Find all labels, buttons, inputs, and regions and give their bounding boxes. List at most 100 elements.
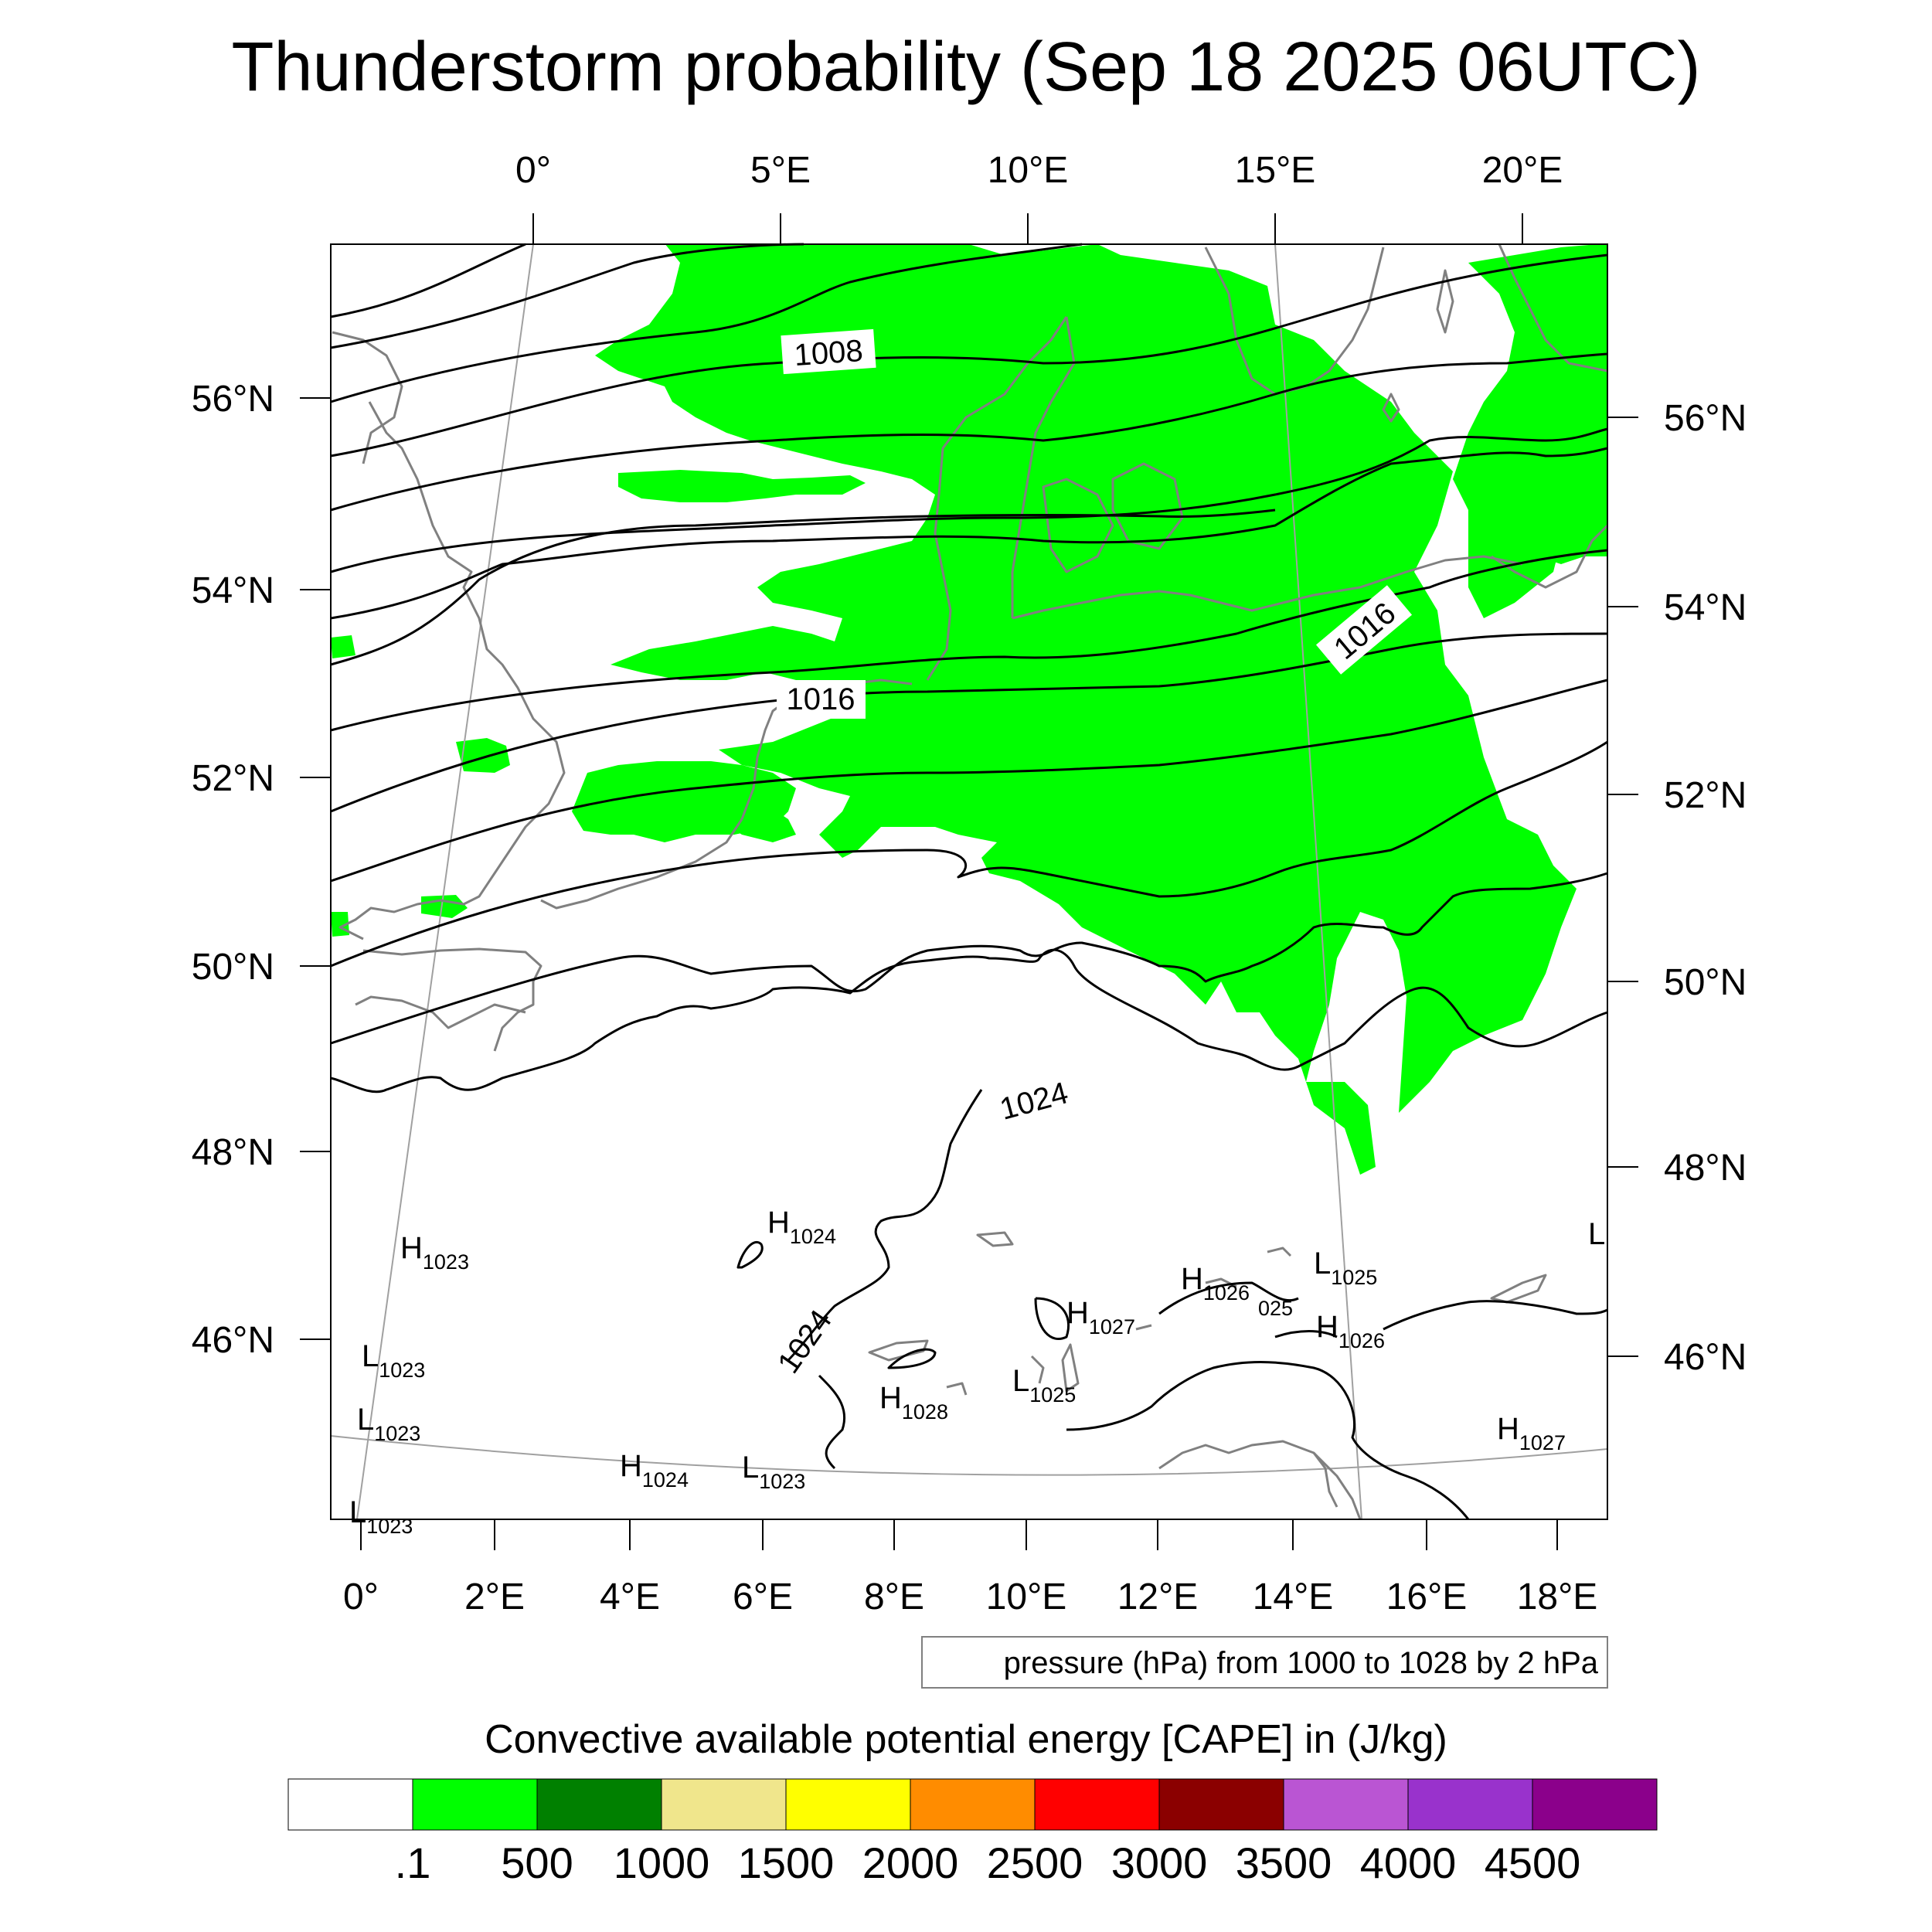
bottom-longitude-labels: 0° 2°E 4°E 6°E 8°E 10°E 12°E 14°E 16°E 1… (343, 1577, 1597, 1617)
tick-marks (300, 213, 1638, 1550)
coastline-france-north (540, 818, 743, 910)
figure-title: Thunderstorm probability (Sep 18 2025 06… (232, 29, 1701, 106)
coastline-normandy (355, 995, 526, 1029)
left-lat-label: 56°N (192, 379, 274, 420)
isobar-label-1016-west: 1016 (787, 682, 855, 716)
pressure-centers: H1023 L1023 L1023 L1023 H1024 H1024 L102… (349, 1206, 1605, 1538)
isobar-4 (330, 253, 1608, 457)
bottom-lon-label: 0° (343, 1577, 379, 1617)
lake-garda (1061, 1343, 1080, 1393)
alpine-lakes-5 (1267, 1247, 1292, 1257)
colorbar-label: .1 (395, 1838, 431, 1887)
isobar-label-1008: 1008 (793, 334, 864, 372)
cape-area-central-east (1468, 464, 1561, 618)
right-lat-label: 56°N (1664, 398, 1747, 439)
map-panel: 1008 1016 1016 1024 1024 H1023 L1023 L10… (330, 243, 1609, 1538)
isobars (330, 243, 1608, 1520)
pressure-center-high: H1027 (1066, 1296, 1135, 1338)
isobar-2 (330, 243, 804, 349)
isobar-south-alps (1066, 1361, 1470, 1520)
colorbar: Convective available potential energy [C… (287, 1717, 1658, 1887)
graticule-parallel-south (330, 1435, 1608, 1476)
left-lat-label: 46°N (192, 1320, 274, 1361)
graticule-meridian-15e (1274, 243, 1362, 1520)
coastline-baltic-east (1491, 524, 1609, 589)
isobar-label-bg-1 (781, 328, 876, 375)
cape-field (331, 243, 1607, 1175)
isobar-alps-3 (1034, 1297, 1070, 1340)
isobar-label-bg-2 (777, 680, 866, 719)
left-latitude-labels: 56°N 54°N 52°N 50°N 48°N 46°N (192, 379, 274, 1361)
alpine-lakes-3 (1135, 1324, 1152, 1331)
coastline-jutland-east (1011, 316, 1076, 618)
isobar-6 (330, 427, 1608, 573)
pressure-center-high: H1026 (1181, 1262, 1250, 1304)
pressure-center-low: L1025 (1314, 1247, 1377, 1289)
contour-info-text: pressure (hPa) from 1000 to 1028 by 2 hP… (1004, 1646, 1599, 1680)
bottom-lon-label: 16°E (1386, 1577, 1468, 1617)
lake-geneva (868, 1339, 929, 1362)
pressure-center-low: L (1588, 1217, 1605, 1251)
graticule-meridian-0 (356, 243, 534, 1520)
isobar-alps-2 (887, 1348, 937, 1369)
isobar-12 (330, 740, 1608, 968)
colorbar-swatch (1283, 1778, 1409, 1831)
bottom-lon-label: 2°E (464, 1577, 525, 1617)
cape-area-uk (456, 738, 510, 773)
bottom-lon-label: 6°E (733, 1577, 793, 1617)
colorbar-boxes (287, 1778, 1658, 1831)
isobar-alps-1 (736, 1241, 764, 1269)
colorbar-label: 1500 (738, 1838, 835, 1887)
isobar-alps-4 (1158, 1281, 1299, 1315)
pressure-center-high: H1024 (620, 1449, 689, 1492)
isobar-right-south (1383, 1300, 1608, 1331)
coastline-uk-east (338, 401, 566, 940)
pressure-center-high: H1028 (879, 1381, 948, 1423)
pressure-center-high: H1024 (767, 1206, 836, 1248)
coastlines (332, 243, 1609, 1520)
pressure-center-low: L1025 (1012, 1364, 1076, 1406)
coastline-scotland-north (332, 331, 403, 464)
colorbar-swatch (536, 1778, 662, 1831)
bottom-lon-label: 14°E (1253, 1577, 1334, 1617)
right-latitude-labels: 56°N 54°N 52°N 50°N 48°N 46°N (1664, 398, 1747, 1378)
isobar-5 (330, 352, 1608, 512)
top-lon-label: 15°E (1235, 150, 1316, 191)
isobar-1 (330, 243, 526, 318)
right-lat-label: 48°N (1664, 1148, 1747, 1189)
colorbar-swatch (1034, 1778, 1160, 1831)
coastline-danish-isles (1042, 478, 1114, 573)
colorbar-swatch (1532, 1778, 1658, 1831)
colorbar-label: 3000 (1111, 1838, 1208, 1887)
partial-center-label: 025 (1258, 1297, 1293, 1320)
bottom-lon-label: 10°E (986, 1577, 1067, 1617)
coastline-istria (1312, 1452, 1338, 1508)
pressure-center-high: H1023 (400, 1231, 469, 1274)
right-lat-label: 46°N (1664, 1337, 1747, 1378)
isobar-9 (330, 549, 1608, 732)
isobar-13 (330, 872, 1608, 1045)
alpine-lakes-1 (946, 1382, 968, 1396)
isobar-11 (330, 679, 1608, 883)
coastline-jutland-west (926, 316, 1068, 681)
contour-info-frame (921, 1636, 1608, 1689)
colorbar-label: 4500 (1485, 1838, 1581, 1887)
top-lon-label: 0° (515, 150, 551, 191)
isobar-10 (330, 632, 1608, 813)
colorbar-swatch (412, 1778, 538, 1831)
top-longitude-labels: 0° 5°E 10°E 15°E 20°E (515, 150, 1563, 191)
colorbar-swatch (910, 1778, 1036, 1831)
top-lon-label: 5°E (750, 150, 811, 191)
bottom-lon-label: 18°E (1517, 1577, 1598, 1617)
pressure-center-low: L1023 (357, 1403, 420, 1445)
coastline-gotland (1436, 269, 1454, 334)
colorbar-label: 4000 (1360, 1838, 1457, 1887)
colorbar-swatch (785, 1778, 911, 1831)
left-lat-label: 50°N (192, 947, 274, 988)
colorbar-label: 2500 (987, 1838, 1083, 1887)
contour-info-box: pressure (hPa) from 1000 to 1028 by 2 hP… (921, 1636, 1608, 1689)
graticule (330, 243, 1608, 1520)
isobar-alps-5 (1274, 1330, 1338, 1338)
colorbar-swatch (1158, 1778, 1284, 1831)
